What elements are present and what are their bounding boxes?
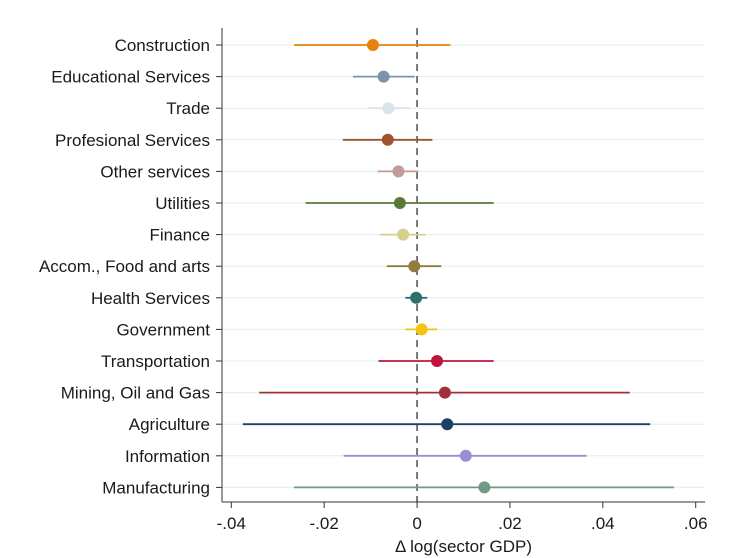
point-estimate [393, 197, 406, 209]
category-label: Accom., Food and arts [39, 257, 210, 276]
category-label: Utilities [155, 194, 210, 213]
x-tick-label: -.04 [217, 514, 246, 533]
point-estimate [397, 228, 410, 241]
category-label: Health Services [91, 289, 210, 308]
point-estimate [410, 291, 423, 304]
category-label: Profesional Services [55, 131, 210, 150]
category-label: Educational Services [51, 68, 210, 87]
category-label: Trade [166, 99, 210, 118]
point-estimate [478, 481, 491, 494]
point-estimate [459, 449, 472, 462]
category-label: Mining, Oil and Gas [61, 384, 210, 403]
point-estimate [415, 323, 428, 336]
point-estimate [382, 102, 395, 115]
x-tick-label: 0 [412, 514, 421, 533]
y-ticks [216, 44, 222, 488]
category-label: Manufacturing [102, 478, 210, 497]
x-tick-label: .04 [591, 514, 615, 533]
point-estimate [441, 418, 454, 431]
x-axis-title: Δ log(sector GDP) [395, 537, 532, 556]
point-estimate [408, 260, 421, 273]
point-estimate [438, 386, 451, 399]
point-estimate [431, 355, 444, 367]
x-tick-label: -.02 [310, 514, 339, 533]
category-label: Other services [100, 162, 210, 181]
category-label: Transportation [101, 352, 210, 371]
x-ticks: -.04 -.02 0 .02 .04 .06 [217, 502, 708, 533]
x-tick-label: .06 [684, 514, 708, 533]
category-label: Finance [150, 226, 210, 245]
point-estimate [366, 39, 379, 51]
point-estimate [381, 133, 394, 146]
point-estimates [366, 39, 491, 494]
point-estimate [377, 70, 390, 83]
category-label: Information [125, 447, 210, 466]
point-estimate [392, 165, 405, 178]
x-tick-label: .02 [498, 514, 522, 533]
category-label: Government [116, 320, 210, 339]
category-labels: Construction Educational Services Trade Pro… [39, 36, 210, 497]
category-label: Agriculture [129, 415, 210, 434]
category-label: Construction [115, 36, 210, 55]
